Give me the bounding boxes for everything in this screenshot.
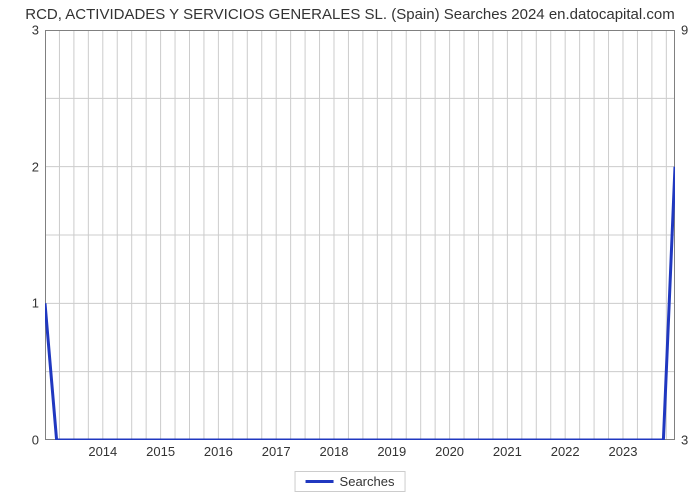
y-tick-label: 2	[32, 159, 39, 174]
x-tick-label: 2023	[609, 444, 638, 459]
y-tick-label: 1	[32, 296, 39, 311]
y-tick-label: 0	[32, 433, 39, 448]
x-tick-label: 2016	[204, 444, 233, 459]
x-tick-label: 2014	[88, 444, 117, 459]
x-tick-label: 2022	[551, 444, 580, 459]
x-tick-label: 2021	[493, 444, 522, 459]
x-tick-label: 2018	[320, 444, 349, 459]
x-tick-label: 2019	[377, 444, 406, 459]
legend-label: Searches	[340, 474, 395, 489]
chart-title: RCD, ACTIVIDADES Y SERVICIOS GENERALES S…	[0, 0, 700, 23]
line-chart	[45, 30, 675, 440]
chart-area: 0123 39 20142015201620172018201920202021…	[45, 30, 675, 440]
x-tick-label: 2017	[262, 444, 291, 459]
x-tick-label: 2020	[435, 444, 464, 459]
legend-swatch	[306, 480, 334, 483]
y2-tick-label: 9	[681, 23, 688, 38]
y2-tick-label: 3	[681, 433, 688, 448]
legend: Searches	[295, 471, 406, 492]
x-tick-label: 2015	[146, 444, 175, 459]
y-tick-label: 3	[32, 23, 39, 38]
